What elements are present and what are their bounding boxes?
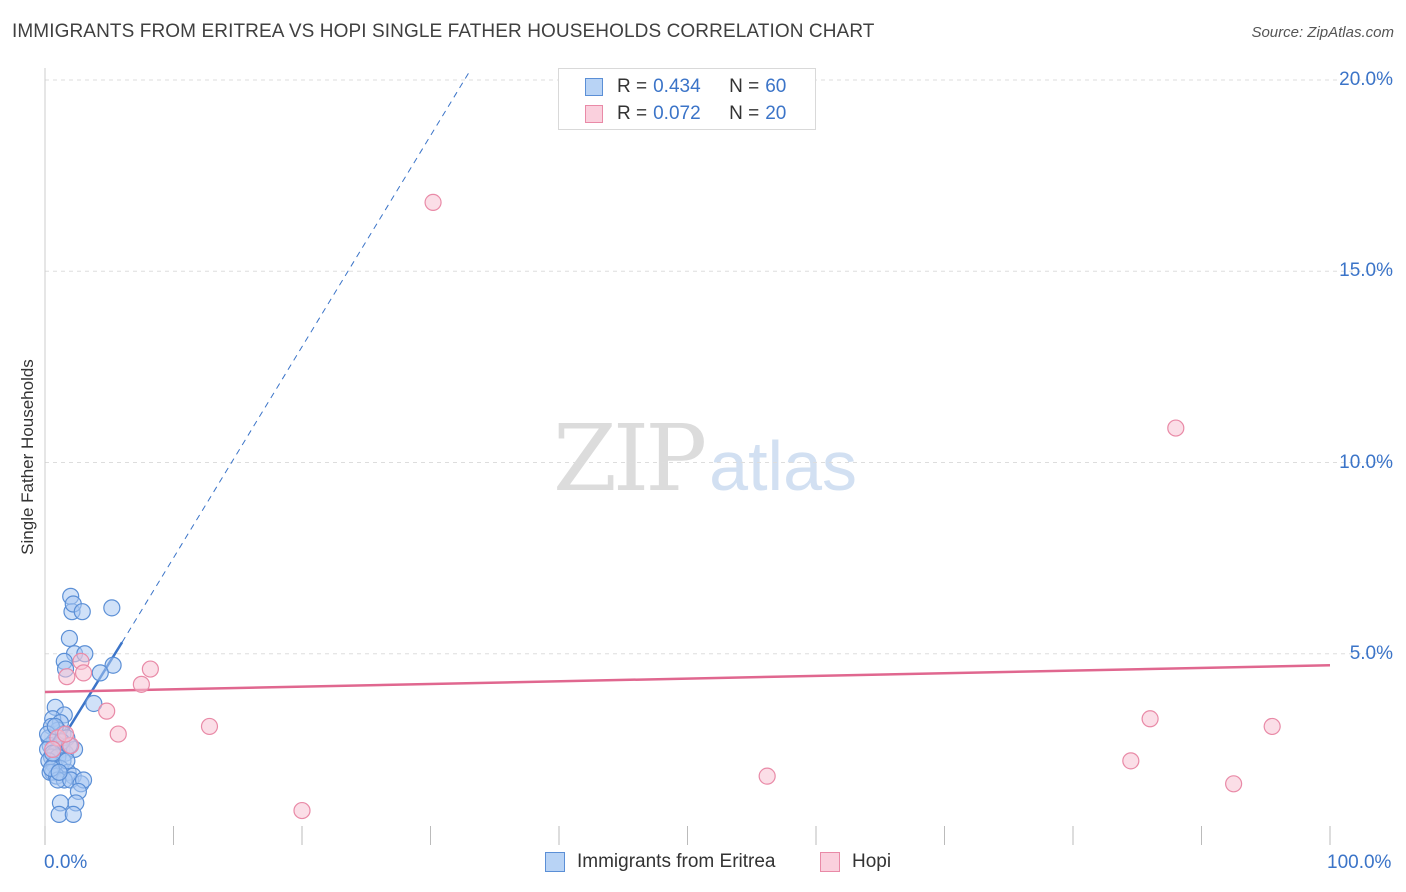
legend-label-hopi: Hopi (852, 851, 892, 872)
legend-r-label: R = (617, 103, 648, 124)
legend-r-value: 0.072 (653, 103, 701, 124)
eritrea-swatch (585, 78, 603, 96)
data-points (38, 193, 1281, 824)
eritrea-point (60, 629, 79, 648)
legend-label-eritrea: Immigrants from Eritrea (577, 851, 776, 872)
hopi-point (293, 801, 311, 820)
legend-r-value: 0.434 (653, 76, 701, 97)
y-tick-label: 5.0% (1349, 642, 1393, 664)
hopi-point (1141, 710, 1159, 728)
trend-lines (44, 72, 1331, 766)
hopi-point (1225, 775, 1243, 793)
hopi-point (98, 702, 116, 720)
x-tick-label-min: 0.0% (44, 852, 88, 873)
legend-r-label: R = (617, 76, 648, 97)
hopi-point (74, 664, 93, 682)
hopi-point (56, 725, 75, 743)
eritrea-point (50, 763, 68, 781)
hopi-point (758, 767, 776, 785)
hopi-swatch (585, 105, 603, 123)
eritrea-point (103, 599, 121, 617)
hopi-point (141, 660, 159, 678)
hopi-point (58, 668, 76, 686)
eritrea-point (104, 656, 122, 674)
hopi-point (1263, 717, 1281, 736)
eritrea-point (73, 603, 91, 621)
legend-n-value: 20 (765, 103, 787, 124)
grid-lines (45, 79, 1392, 655)
series-legend: Immigrants from Eritrea Hopi (0, 851, 1406, 877)
source-label: Source: ZipAtlas.com (1251, 24, 1394, 41)
eritrea-legend-swatch (545, 852, 565, 872)
hopi-point (132, 675, 150, 693)
hopi-point (1167, 419, 1185, 437)
watermark: ZIPatlas (553, 405, 857, 512)
eritrea-point (64, 805, 82, 824)
hopi-legend-swatch (820, 852, 840, 872)
y-tick-label: 20.0% (1339, 69, 1393, 90)
y-tick-label: 15.0% (1339, 260, 1393, 282)
legend-item-eritrea[interactable]: Immigrants from Eritrea (545, 851, 775, 873)
chart-title: IMMIGRANTS FROM ERITREA VS HOPI SINGLE F… (12, 21, 875, 42)
legend-item-hopi[interactable]: Hopi (820, 851, 891, 873)
watermark-zip: ZIP (553, 405, 707, 512)
watermark-atlas: atlas (709, 427, 858, 505)
hopi-point (109, 725, 127, 743)
axes (44, 68, 1331, 845)
eritrea-point (91, 664, 109, 682)
legend-row-eritrea: R = 0.434 N = 60 (585, 75, 786, 99)
legend-n-label: N = (729, 103, 760, 124)
y-tick-label: 10.0% (1339, 451, 1393, 473)
legend-n-value: 60 (765, 76, 787, 97)
eritrea-trend-extension (121, 72, 470, 643)
eritrea-point (85, 694, 103, 713)
hopi-point (424, 193, 442, 211)
legend-n-label: N = (729, 76, 760, 97)
x-tick-label-max: 100.0% (1327, 852, 1392, 873)
hopi-point (1122, 752, 1140, 770)
hopi-point (200, 717, 219, 736)
hopi-trend-line (44, 663, 1331, 694)
stats-legend: R = 0.434 N = 60 R = 0.072 N = 20 (558, 68, 816, 130)
hopi-point (44, 740, 62, 758)
legend-row-hopi: R = 0.072 N = 20 (585, 102, 786, 126)
